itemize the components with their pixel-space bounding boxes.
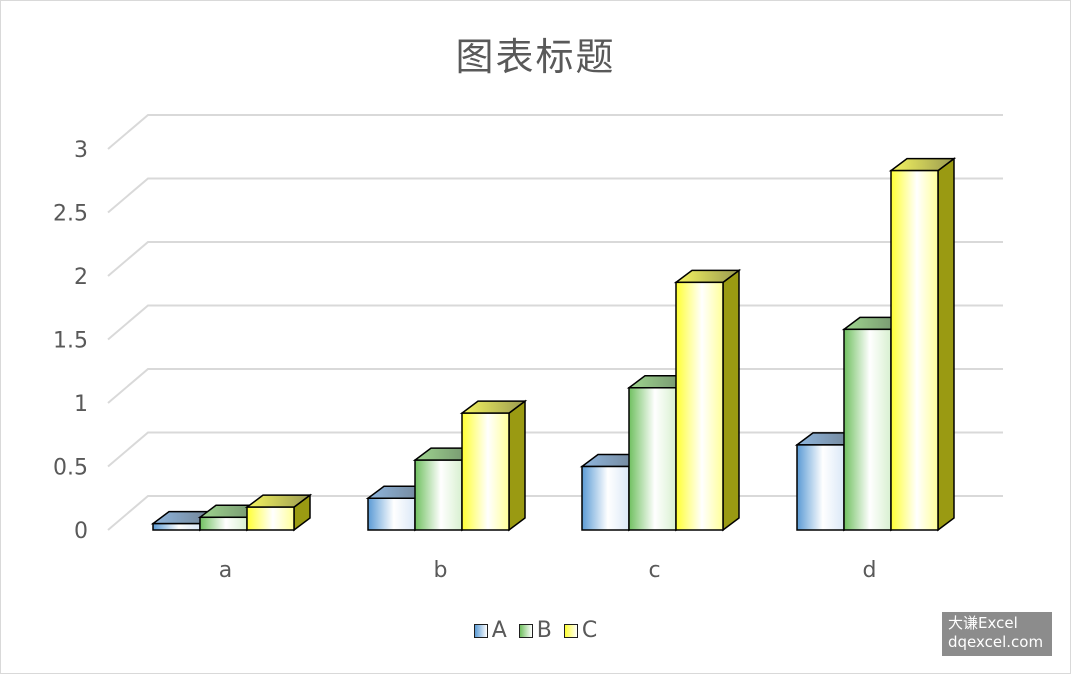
bars [150,157,957,532]
gridline [107,114,1003,150]
watermark-line-2: dqexcel.com [948,633,1044,651]
chart-title: 图表标题 [455,35,616,79]
x-tick-label-d: d [863,558,877,583]
y-tick-label: 0.5 [53,456,88,481]
y-tick-label: 2.5 [53,202,88,227]
legend: A B C [0,618,1071,643]
y-tick-label: 3 [74,138,88,163]
legend-label-c: C [581,618,598,643]
watermark-line-1: 大谦Excel [948,614,1018,632]
legend-item-c: C [563,618,598,643]
x-tick-label-a: a [219,558,232,583]
y-axis-ticks: 0 0.5 1 1.5 2 2.5 3 [53,138,88,544]
x-tick-label-b: b [434,558,448,583]
bar-c-b [459,399,528,532]
legend-item-a: A [473,618,507,643]
legend-swatch-c [563,623,578,638]
watermark: 大谦Excel dqexcel.com [942,612,1052,656]
gridline [107,241,1003,277]
y-tick-label: 1.5 [53,329,88,354]
legend-label-a: A [491,618,507,643]
bar-c-a [244,493,313,532]
y-tick-label: 2 [74,265,88,290]
bar-c-d [888,157,957,532]
y-tick-label: 1 [74,392,88,417]
legend-label-b: B [536,618,552,643]
x-tick-label-c: c [648,558,660,583]
bar-c-c [673,268,742,532]
legend-swatch-b [518,623,533,638]
legend-item-b: B [518,618,552,643]
y-tick-label: 0 [74,519,88,544]
gridline [107,177,1003,214]
x-axis-ticks: a b c d [219,558,877,583]
legend-swatch-a [473,623,488,638]
